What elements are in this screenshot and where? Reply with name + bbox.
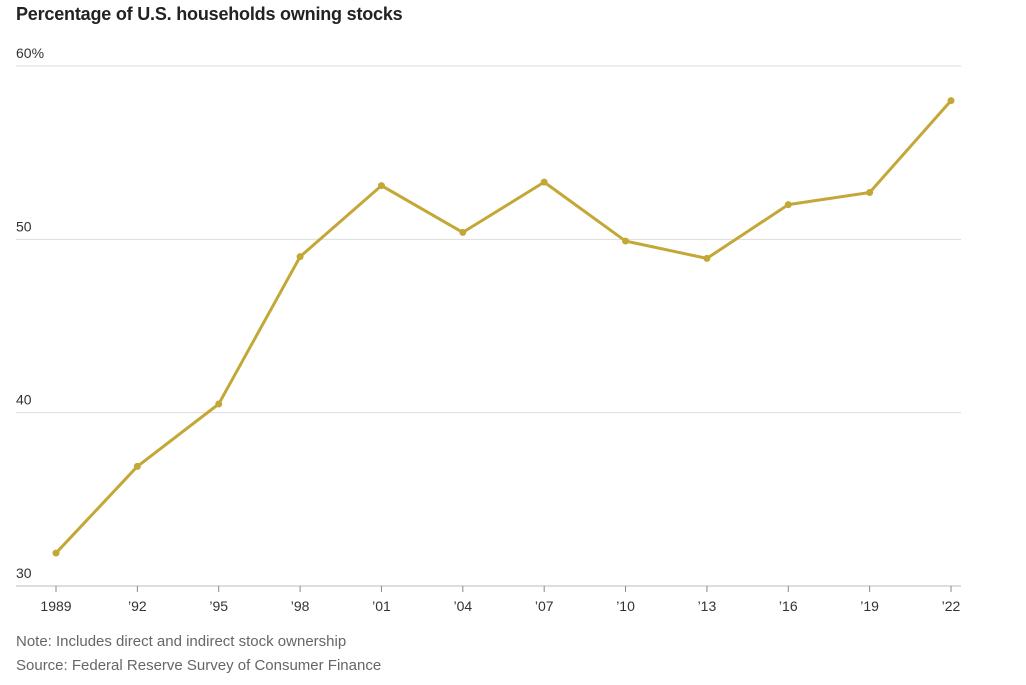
x-tick-label-2010: ’10	[616, 598, 635, 614]
x-tick-label-1989: 1989	[40, 598, 71, 614]
y-tick-label-30: 30	[16, 565, 32, 581]
x-tick-label-1992: ’92	[128, 598, 147, 614]
data-point-2007	[540, 178, 548, 186]
data-point-1998	[296, 253, 304, 261]
y-tick-label-60: 60%	[16, 45, 44, 61]
data-point-2001	[377, 182, 385, 190]
x-tick-label-2001: ’01	[372, 598, 391, 614]
data-point-2016	[784, 201, 792, 209]
data-point-2019	[866, 189, 874, 197]
data-point-1989	[52, 549, 60, 557]
x-tick-label-2004: ’04	[453, 598, 472, 614]
grid-lines	[16, 65, 961, 414]
x-tick-label-2022: ’22	[942, 598, 961, 614]
x-tick-label-2016: ’16	[779, 598, 798, 614]
chart-title: Percentage of U.S. households owning sto…	[16, 4, 403, 24]
x-tick-label-2019: ’19	[860, 598, 879, 614]
x-tick-label-1998: ’98	[291, 598, 310, 614]
data-point-2013	[703, 254, 711, 262]
chart-note: Note: Includes direct and indirect stock…	[16, 633, 347, 650]
data-point-2022	[947, 97, 955, 105]
y-tick-label-40: 40	[16, 392, 32, 408]
y-tick-label-50: 50	[16, 218, 32, 234]
x-tick-label-2007: ’07	[535, 598, 554, 614]
data-point-2004	[459, 228, 467, 236]
series-line-0	[54, 99, 953, 555]
x-tick-label-1995: ’95	[209, 598, 228, 614]
data-point-1992	[133, 462, 141, 470]
x-axis: 1989 ’92 ’95 ’98 ’01 ’04 ’07 ’10 ’13 ’16 ’19 ’22	[16, 585, 961, 614]
chart-source: Source: Federal Reserve Survey of Consum…	[16, 657, 382, 674]
y-axis-labels: 30 40 50 60%	[16, 45, 44, 581]
data-point-2010	[622, 237, 630, 245]
x-tick-label-2013: ’13	[698, 598, 717, 614]
data-point-1995	[215, 400, 223, 408]
series-layer	[52, 97, 955, 557]
